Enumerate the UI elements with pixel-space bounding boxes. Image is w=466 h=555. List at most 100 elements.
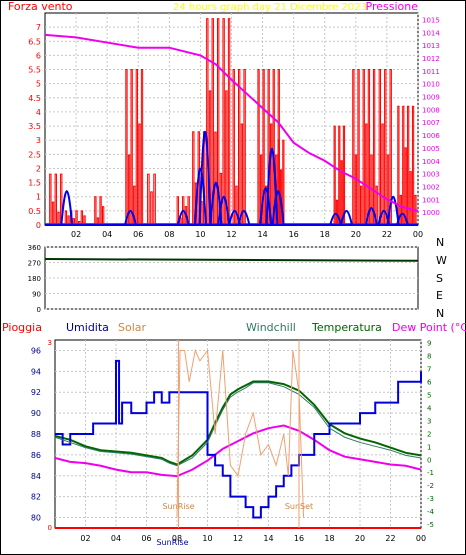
temp-legend-label: Umidita bbox=[66, 321, 109, 334]
wind-avg-spike bbox=[124, 209, 137, 226]
humidity-y-ticks: 80 82 84 86 88 90 92 94 96 3 0 bbox=[31, 339, 52, 532]
wind-avg-spike bbox=[217, 195, 231, 226]
direction-series bbox=[44, 258, 419, 262]
wind-avg-spike bbox=[396, 212, 409, 226]
pressure-y-tick-label: 1004 bbox=[422, 158, 440, 166]
wind-x-tick-label: 04 bbox=[102, 230, 112, 239]
wind-avg-spike bbox=[386, 195, 400, 226]
wind-y-tick-label: 6 bbox=[36, 51, 41, 60]
pressure-label: Pressione bbox=[366, 0, 419, 13]
humidity-y-tick-label: 84 bbox=[31, 472, 41, 481]
wind-avg-spike bbox=[228, 209, 242, 226]
wind-gust-segment bbox=[147, 173, 156, 226]
rain-top-label: 3 bbox=[48, 339, 52, 347]
sunrise-bottom-label: SunRise bbox=[156, 538, 188, 547]
pressure-y-tick-label: 1012 bbox=[422, 55, 440, 63]
wind-y-tick-label: 5 bbox=[36, 80, 41, 89]
temp-humidity-chart: Pioggia Umidita Solar Windchill Temperatura D… bbox=[2, 321, 466, 547]
pressure-y-tick-label: 1002 bbox=[422, 183, 440, 191]
temp-y-tick-label: 9 bbox=[427, 340, 431, 348]
direction-line bbox=[44, 258, 419, 262]
temp-x-tick-label: 20 bbox=[355, 534, 365, 543]
pressure-line bbox=[44, 33, 419, 212]
series-temperatura bbox=[54, 380, 422, 466]
wind-x-tick-label: 16 bbox=[289, 230, 299, 239]
pressure-y-ticks: 1000 1001 1002 1003 1004 1005 1006 1007 1008 1009… bbox=[422, 16, 440, 217]
wind-x-tick-label: 20 bbox=[351, 230, 361, 239]
sunset-label: SunSet bbox=[285, 502, 313, 511]
wind-y-tick-label: 3 bbox=[36, 136, 41, 145]
temp-x-tick-label: 06 bbox=[141, 534, 151, 543]
pressure-y-tick-label: 1005 bbox=[422, 145, 440, 153]
humidity-y-tick-label: 86 bbox=[31, 451, 41, 460]
temp-legend: Pioggia Umidita Solar Windchill Temperatura D… bbox=[2, 321, 466, 334]
temp-x-tick-label: 16 bbox=[294, 534, 304, 543]
wind-avg-spike bbox=[329, 212, 343, 226]
temp-y-tick-label: -2 bbox=[427, 482, 434, 490]
temp-x-tick-label: 18 bbox=[324, 534, 334, 543]
temp-y-tick-label: 3 bbox=[427, 417, 431, 425]
temp-x-ticks: 02 04 06 08 10 12 14 16 18 20 22 00 bbox=[80, 534, 426, 543]
wind-avg-spike bbox=[340, 209, 353, 226]
wind-y-ticks: 0 0.5 1 1.5 2 2.5 3 3.5 4 4.5 5 5.5 6 6.5 7 bbox=[28, 23, 41, 230]
wind-gust-segment bbox=[277, 139, 285, 226]
humidity-y-tick-label: 88 bbox=[31, 430, 41, 439]
wind-y-tick-label: 1.5 bbox=[28, 179, 41, 188]
wind-x-tick-label: 22 bbox=[382, 230, 392, 239]
wind-x-tick-label: 08 bbox=[164, 230, 174, 239]
direction-y-tick-label: 90 bbox=[32, 291, 41, 299]
temp-x-tick-label: 08 bbox=[172, 534, 182, 543]
wind-avg-spike bbox=[377, 209, 391, 226]
wind-avg-spike bbox=[198, 130, 212, 226]
direction-y-tick-label: 180 bbox=[28, 275, 41, 283]
direction-y-ticks: 360 270 180 90 0 bbox=[28, 244, 41, 314]
wind-x-ticks: 02 04 06 08 10 12 14 16 18 20 22 00 bbox=[71, 230, 423, 239]
wind-y-tick-label: 4 bbox=[36, 108, 41, 117]
wind-y-tick-label: 2 bbox=[36, 164, 41, 173]
wind-avg-spike bbox=[271, 190, 285, 226]
pressure-y-tick-label: 1011 bbox=[422, 68, 440, 76]
wind-y-tick-label: 1 bbox=[36, 193, 41, 202]
humidity-y-tick-label: 82 bbox=[31, 493, 41, 502]
wind-avg-spike bbox=[193, 167, 207, 226]
compass-label: S bbox=[436, 272, 443, 285]
temp-legend-label: Windchill bbox=[246, 321, 296, 334]
temp-x-tick-label: 04 bbox=[111, 534, 121, 543]
pressure-y-tick-label: 1014 bbox=[422, 29, 440, 37]
temp-y-tick-label: -5 bbox=[427, 521, 434, 529]
wind-y-tick-label: 0 bbox=[36, 221, 41, 230]
wind-avg-series bbox=[45, 130, 418, 226]
direction-y-tick-label: 0 bbox=[37, 306, 41, 314]
temp-y-tick-label: -4 bbox=[427, 508, 435, 516]
temp-x-tick-label: 10 bbox=[202, 534, 212, 543]
pressure-y-tick-label: 1015 bbox=[422, 16, 440, 24]
wind-avg-spike bbox=[237, 209, 251, 226]
temp-legend-label: Temperatura bbox=[311, 321, 382, 334]
pressure-y-tick-label: 1007 bbox=[422, 119, 440, 127]
sunrise-label: SunRise bbox=[162, 502, 194, 511]
series-umidita bbox=[55, 359, 422, 519]
wind-avg-spike bbox=[60, 190, 74, 226]
wind-gust-segment bbox=[125, 69, 144, 226]
wind-avg-spike bbox=[364, 207, 378, 226]
wind-y-tick-label: 3.5 bbox=[28, 122, 41, 131]
pressure-series bbox=[44, 33, 419, 212]
temp-y-tick-label: 2 bbox=[427, 430, 431, 438]
sun-annotations: SunRise SunSet SunRise bbox=[156, 340, 313, 547]
pressure-y-tick-label: 1009 bbox=[422, 94, 440, 102]
temp-legend-label: Dew Point (°C) bbox=[392, 321, 466, 334]
chart-title: 24 hours graph day 21 Dicembre 2023 bbox=[173, 2, 367, 13]
wind-avg-spike bbox=[259, 187, 273, 226]
wind-x-tick-label: 18 bbox=[320, 230, 330, 239]
compass-label: E bbox=[436, 289, 443, 302]
direction-y-tick-label: 360 bbox=[28, 244, 41, 252]
series-windchill bbox=[54, 382, 422, 467]
temp-y-ticks: -5 -4 -3 -2 -1 0 1 2 3 4 5 6 7 8 9 bbox=[427, 340, 435, 530]
humidity-y-tick-label: 92 bbox=[31, 388, 41, 397]
compass-label: N bbox=[436, 307, 444, 320]
wind-gust-segment bbox=[257, 69, 280, 226]
wind-avg-spike bbox=[265, 147, 279, 226]
